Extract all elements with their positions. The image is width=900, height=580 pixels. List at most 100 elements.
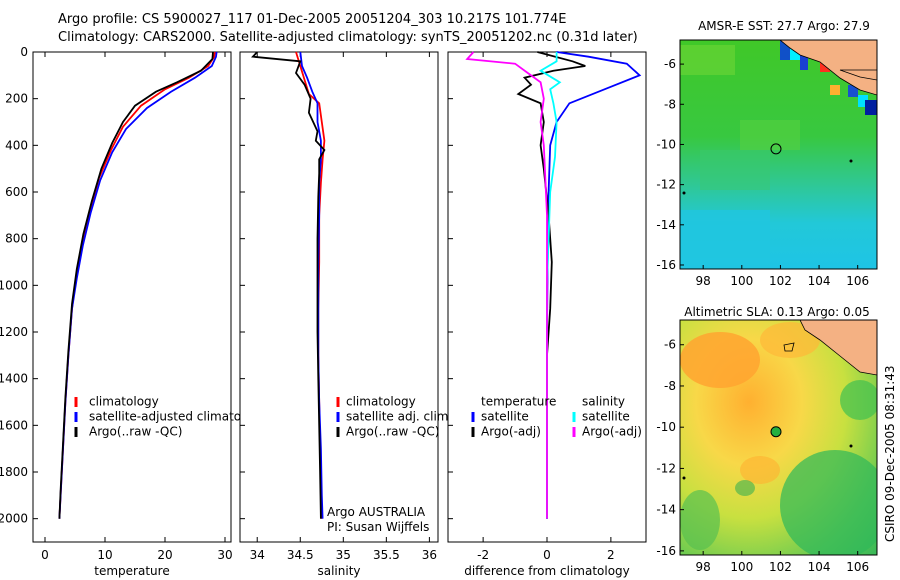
x-tick-label: 35 xyxy=(336,548,351,562)
legend-label: satellite-adjusted climatology xyxy=(89,410,267,424)
salinity-xlabel: salinity xyxy=(317,564,360,578)
map-x-tick-label: 98 xyxy=(696,560,711,574)
sst-pixel xyxy=(848,85,858,97)
sla-island xyxy=(682,476,686,480)
sla-blob xyxy=(680,490,720,550)
map-y-tick-label: -14 xyxy=(656,503,676,517)
temperature-xlabel: temperature xyxy=(94,564,169,578)
map-y-tick-label: -6 xyxy=(664,57,676,71)
y-tick-label: 0 xyxy=(20,45,28,59)
legend-label: satellite xyxy=(481,410,529,424)
salinity-panel: 34 34.5 35 35.5 36 salinity climatology sate… xyxy=(239,51,452,578)
map-x-tick-label: 104 xyxy=(808,274,831,288)
map-x-tick-label: 106 xyxy=(846,274,869,288)
map-y-tick-label: -16 xyxy=(656,544,676,558)
credit-line-2: PI: Susan Wijffels xyxy=(327,520,429,534)
temperature-legend: climatology satellite-adjusted climatolo… xyxy=(74,395,267,439)
sla-blob xyxy=(680,332,760,388)
x-tick-label: 0 xyxy=(41,548,49,562)
x-tick-label: 0 xyxy=(543,548,551,562)
title-line-2: Climatology: CARS2000. Satellite-adjuste… xyxy=(58,30,638,45)
credit-line-1: Argo AUSTRALIA xyxy=(327,505,426,519)
x-tick-label: -2 xyxy=(477,548,489,562)
difference-legend: temperature satellite Argo(-adj) salinit… xyxy=(471,395,642,439)
sst-argo-marker xyxy=(770,143,782,155)
sst-field xyxy=(680,40,877,269)
sst-pixel xyxy=(865,100,877,115)
sst-land xyxy=(839,69,877,81)
y-tick-label: 200 xyxy=(5,92,28,106)
salinity-legend: climatology satellite adj. clim. Argo(..… xyxy=(336,395,452,439)
map-x-tick-label: 100 xyxy=(730,274,753,288)
map-x-tick-label: 104 xyxy=(808,560,831,574)
y-tick-label: 1600 xyxy=(0,418,28,432)
legend-label: satellite xyxy=(582,410,630,424)
sla-island xyxy=(783,342,795,352)
legend-label: satellite adj. clim. xyxy=(346,410,452,424)
map-x-tick-label: 102 xyxy=(769,274,792,288)
sst-map-title: AMSR-E SST: 27.7 Argo: 27.9 xyxy=(698,19,870,33)
sst-island xyxy=(682,191,686,195)
sst-patch xyxy=(680,210,770,269)
series-line-temperature-argo-adj xyxy=(516,51,586,519)
x-tick-label: 2 xyxy=(607,548,615,562)
map-x-tick-label: 106 xyxy=(846,560,869,574)
sla-field xyxy=(680,320,877,555)
legend-label: Argo(..raw -QC) xyxy=(89,425,182,439)
sst-patch xyxy=(680,45,735,75)
y-tick-label: 1200 xyxy=(0,325,28,339)
y-tick-label: 400 xyxy=(5,138,28,152)
sst-pixel xyxy=(790,45,800,60)
map-y-tick-label: -8 xyxy=(664,379,676,393)
legend-label: Argo(..raw -QC) xyxy=(346,425,439,439)
legend-label: climatology xyxy=(89,395,159,409)
map-y-tick-label: -10 xyxy=(656,420,676,434)
sst-pixel xyxy=(858,95,868,107)
legend-label: Argo(-adj) xyxy=(481,425,541,439)
sst-pixel xyxy=(800,55,808,70)
temperature-axes xyxy=(32,51,232,543)
sla-island xyxy=(849,444,853,448)
sst-map-frame xyxy=(679,39,878,270)
legend-label: Argo(-adj) xyxy=(582,425,642,439)
map-x-tick-label: 102 xyxy=(769,560,792,574)
sla-land xyxy=(799,320,877,376)
map-y-tick-label: -14 xyxy=(656,218,676,232)
sla-blob xyxy=(780,450,877,555)
difference-panel: -2 0 2 difference from climatology tempera… xyxy=(447,51,647,578)
sla-map-panel: Altimetric SLA: 0.13 Argo: 0.05 98 100 102… xyxy=(656,305,878,574)
side-stamp: CSIRO 09-Dec-2005 08:31:43 xyxy=(883,365,897,542)
map-y-tick-label: -12 xyxy=(656,178,676,192)
sst-land xyxy=(779,40,877,96)
map-y-tick-label: -16 xyxy=(656,258,676,272)
map-x-tick-label: 98 xyxy=(696,274,711,288)
legend-heading: salinity xyxy=(582,395,625,409)
y-tick-label: 1000 xyxy=(0,278,28,292)
x-tick-label: 30 xyxy=(217,548,232,562)
sst-patch xyxy=(700,150,770,190)
sla-blob xyxy=(840,380,877,420)
sst-pixel xyxy=(780,40,790,60)
legend-label: climatology xyxy=(346,395,416,409)
legend-heading: temperature xyxy=(481,395,556,409)
sla-argo-marker xyxy=(770,426,782,438)
map-y-tick-label: -10 xyxy=(656,137,676,151)
y-tick-label: 1800 xyxy=(0,465,28,479)
temperature-panel: 0 10 20 30 0 200 400 600 800 1000 1200 1400 1600 1800… xyxy=(0,45,267,578)
x-tick-label: 20 xyxy=(157,548,172,562)
sla-map-title: Altimetric SLA: 0.13 Argo: 0.05 xyxy=(684,305,869,319)
y-tick-label: 800 xyxy=(5,232,28,246)
sst-pixel xyxy=(830,85,840,95)
difference-xlabel: difference from climatology xyxy=(464,564,630,578)
series-line-salinity-argo-adj xyxy=(465,51,548,519)
title-line-1: Argo profile: CS 5900027_117 01-Dec-2005… xyxy=(58,12,566,27)
sla-blob xyxy=(740,456,780,484)
sst-island xyxy=(849,159,853,163)
x-tick-label: 35.5 xyxy=(373,548,400,562)
y-tick-label: 2000 xyxy=(0,512,28,526)
map-x-tick-label: 100 xyxy=(730,560,753,574)
map-y-tick-label: -8 xyxy=(664,97,676,111)
sla-map-frame xyxy=(679,319,878,556)
series-line-argo-raw-qc xyxy=(58,51,214,519)
